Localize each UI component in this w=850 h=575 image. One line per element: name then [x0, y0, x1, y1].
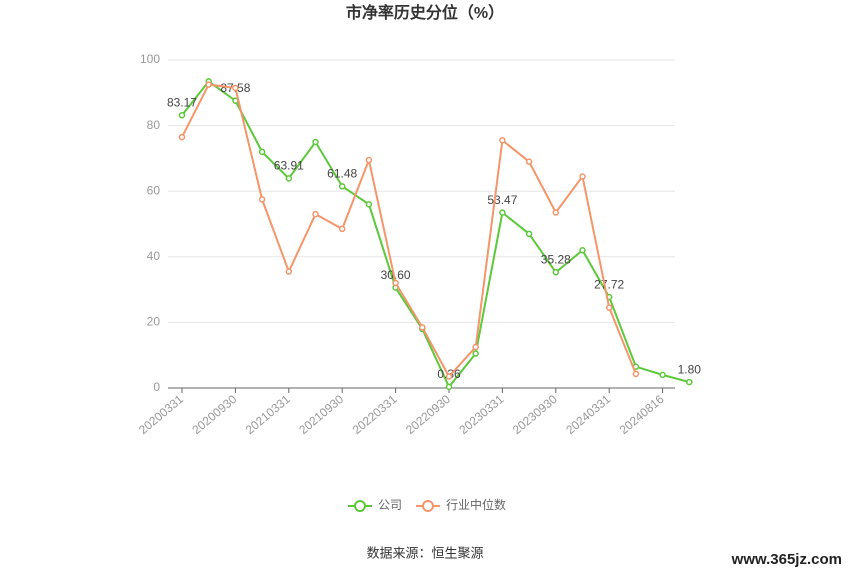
x-tick-label: 20220331	[350, 392, 400, 437]
y-tick-label: 20	[147, 315, 161, 329]
point	[525, 158, 533, 165]
point	[499, 209, 506, 216]
point	[365, 156, 373, 164]
data-label: 83.17	[167, 95, 197, 109]
data-label: 27.72	[594, 277, 624, 291]
point	[365, 201, 373, 208]
x-tick-label: 20240331	[563, 392, 613, 437]
data-label: 53.47	[487, 193, 517, 207]
x-tick-label: 20240816	[617, 392, 667, 437]
point	[445, 373, 453, 380]
x-tick-label: 20230331	[456, 392, 506, 437]
x-tick-label: 20200331	[136, 392, 186, 437]
chart-title: 市净率历史分位（%）	[346, 3, 504, 22]
point	[579, 173, 586, 180]
x-tick-label: 20210930	[296, 392, 346, 437]
point	[605, 304, 613, 311]
legend-marker	[422, 500, 434, 512]
point	[686, 378, 693, 386]
point	[659, 371, 666, 379]
legend-label: 公司	[378, 498, 402, 512]
point	[285, 175, 293, 182]
data-label: 63.91	[274, 159, 304, 173]
point	[552, 209, 560, 216]
series-line	[181, 83, 637, 379]
point	[338, 183, 346, 190]
point	[205, 81, 212, 88]
legend-label: 行业中位数	[446, 497, 506, 512]
point	[258, 148, 266, 156]
x-tick-label: 20200930	[189, 392, 239, 437]
series-line	[181, 79, 690, 389]
x-tick-label: 20220930	[403, 392, 453, 437]
point	[178, 133, 186, 141]
data-label: 61.48	[327, 167, 357, 181]
x-tick-label: 20210331	[243, 392, 293, 437]
y-tick-label: 60	[147, 183, 161, 197]
source: 数据来源：恒生聚源	[366, 545, 483, 560]
point	[312, 138, 319, 146]
data-label: 35.28	[541, 252, 571, 266]
data-label: 30.60	[381, 268, 411, 282]
point	[499, 137, 506, 144]
point	[285, 268, 293, 275]
point	[178, 111, 186, 119]
point	[445, 383, 453, 391]
point	[232, 84, 239, 92]
watermark: www.365jz.com	[731, 551, 842, 568]
point	[472, 350, 479, 357]
y-tick-label: 0	[153, 380, 160, 394]
point	[579, 246, 586, 254]
point	[258, 196, 266, 203]
legend-marker	[354, 500, 366, 512]
x-tick-label: 20230930	[510, 392, 560, 437]
point	[525, 230, 533, 238]
point	[392, 279, 399, 287]
y-tick-label: 80	[147, 118, 161, 132]
point	[472, 343, 479, 351]
data-label: 1.80	[678, 362, 702, 376]
point	[552, 269, 560, 276]
point	[338, 225, 346, 233]
y-tick-label: 100	[140, 52, 160, 66]
point	[632, 370, 640, 378]
point	[312, 210, 319, 218]
y-tick-label: 40	[147, 249, 161, 263]
point	[419, 324, 426, 331]
